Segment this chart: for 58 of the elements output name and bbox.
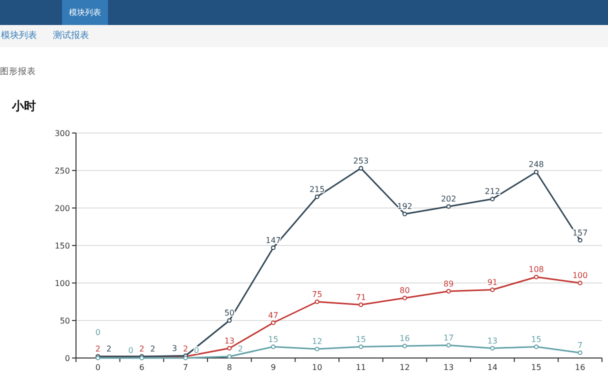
- annotation: 模块列表: [1, 31, 37, 41]
- data-label: 0: [194, 346, 200, 355]
- data-label: 2: [95, 344, 100, 354]
- y-tick-label: 0: [64, 354, 70, 363]
- x-tick-label: 7: [183, 363, 188, 372]
- x-tick-label: 10: [312, 363, 322, 372]
- data-label: 108: [528, 265, 544, 274]
- data-label: 212: [484, 187, 500, 196]
- data-label: 100: [572, 271, 588, 280]
- x-tick-label: 12: [400, 363, 410, 372]
- data-label: 192: [397, 202, 412, 211]
- data-label: 13: [224, 336, 235, 346]
- data-label: 16: [400, 334, 410, 343]
- data-label: 0: [95, 328, 100, 337]
- y-tick-label: 250: [54, 166, 70, 176]
- data-label: 15: [268, 334, 278, 344]
- data-label: 15: [356, 334, 366, 344]
- data-label: 89: [443, 279, 454, 288]
- y-tick-label: 300: [54, 129, 70, 138]
- annotation: 模块列表: [62, 0, 108, 25]
- data-label: 3: [172, 344, 178, 353]
- x-tick-label: 6: [139, 363, 144, 372]
- data-label: 13: [487, 336, 498, 346]
- title: 图形报表: [0, 67, 36, 77]
- data-label: 12: [312, 337, 322, 346]
- data-label: 50: [224, 308, 235, 318]
- data-label: 202: [440, 194, 456, 204]
- y-tick-label: 150: [54, 242, 70, 250]
- data-label: 2: [150, 344, 156, 354]
- data-label: 47: [268, 310, 278, 320]
- data-label: 2: [183, 344, 188, 354]
- data-label: 17: [443, 333, 454, 342]
- data-label: 215: [309, 184, 325, 194]
- data-label: 7: [578, 340, 583, 350]
- data-label: 2: [106, 344, 112, 354]
- x-tick-label: 0: [95, 363, 100, 372]
- y-tick-label: 200: [54, 204, 70, 213]
- x-tick-label: 9: [270, 363, 276, 372]
- x-tick-label: 8: [226, 363, 232, 372]
- x-tick-label: 13: [443, 363, 454, 372]
- annotation: 测试报表: [53, 31, 89, 41]
- data-label: 75: [312, 290, 322, 299]
- x-tick-label: 11: [356, 363, 366, 372]
- y-tick-label: 50: [60, 316, 70, 326]
- data-label: 2: [238, 344, 243, 354]
- data-label: 0: [128, 346, 134, 355]
- data-label: 80: [400, 286, 410, 295]
- y-tick-label: 100: [54, 279, 70, 288]
- ylabel: 小时: [12, 99, 36, 113]
- data-label: 71: [356, 292, 366, 302]
- data-label: 248: [528, 160, 544, 169]
- data-label: 253: [353, 156, 369, 166]
- data-label: 15: [531, 334, 542, 344]
- x-tick-label: 14: [487, 363, 498, 372]
- x-tick-label: 16: [574, 363, 586, 372]
- x-tick-label: 15: [531, 363, 542, 372]
- data-label: 2: [139, 344, 144, 354]
- data-label: 91: [487, 278, 498, 287]
